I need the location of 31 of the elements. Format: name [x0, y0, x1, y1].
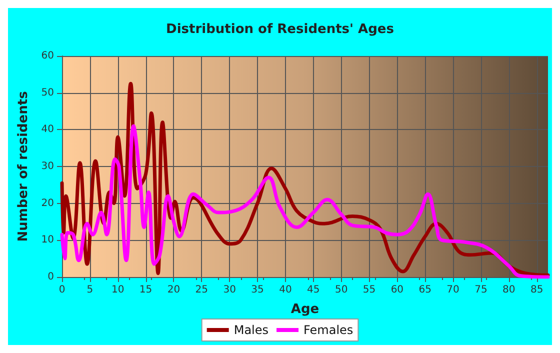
x-tick-label: 20: [167, 284, 180, 296]
y-tick-label: 60: [41, 50, 54, 62]
y-tick-label: 20: [41, 198, 54, 209]
x-tick-label: 40: [279, 284, 292, 296]
y-tick-label: 50: [41, 87, 54, 98]
line-series: [60, 124, 550, 279]
x-tick-label: 45: [307, 284, 320, 296]
x-tick-label: 75: [474, 284, 488, 296]
x-tick-label: 0: [58, 284, 66, 296]
x-tick-label: 10: [111, 284, 124, 296]
y-tick-label: 30: [41, 161, 54, 172]
x-tick-label: 55: [362, 284, 376, 296]
chart-title: Distribution of Residents' Ages: [166, 22, 394, 37]
y-axis-title: Number of residents: [16, 90, 31, 242]
y-tick-label: 0: [48, 272, 54, 282]
x-tick-label: 50: [334, 284, 348, 296]
x-tick-label: 25: [195, 284, 208, 296]
x-axis-title: Age: [290, 302, 320, 317]
x-tick-label: 35: [251, 284, 264, 296]
x-tick-label: 65: [418, 284, 432, 296]
x-tick-label: 70: [446, 284, 460, 296]
y-tick-label: 10: [41, 234, 54, 246]
x-tick-label: 5: [86, 284, 94, 296]
x-tick-label: 85: [530, 284, 544, 296]
x-tick-label: 80: [502, 284, 516, 296]
x-tick-label: 30: [223, 284, 236, 296]
x-tick-label: 60: [390, 284, 404, 296]
x-tick-label: 15: [139, 284, 152, 296]
legend-label: Males: [234, 323, 269, 337]
legend-label: Females: [304, 323, 354, 337]
y-tick-label: 40: [41, 124, 54, 136]
